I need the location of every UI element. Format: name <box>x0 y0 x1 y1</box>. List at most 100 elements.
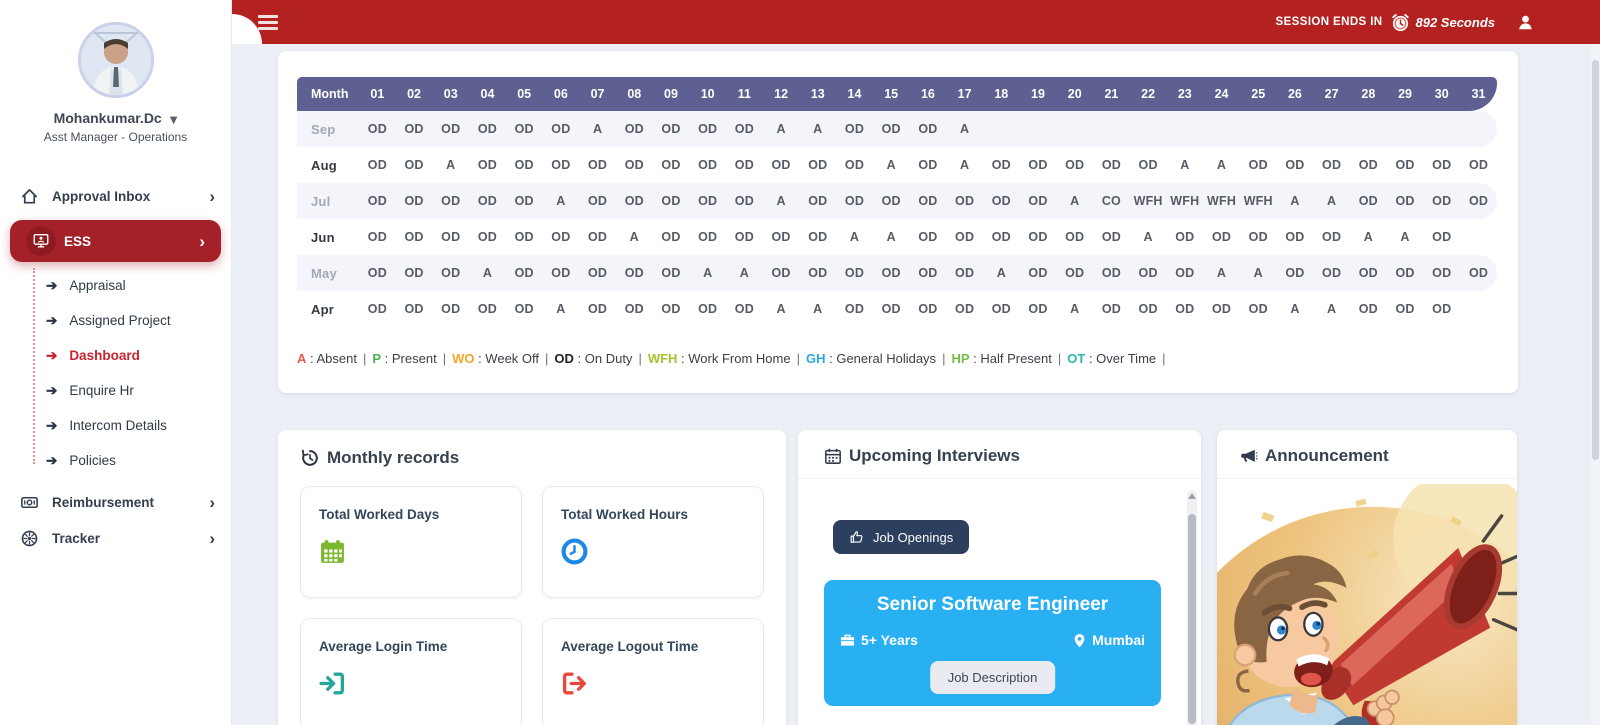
clock-blue-icon <box>561 538 745 570</box>
attendance-cell: OD <box>946 255 983 291</box>
attendance-cell: OD <box>505 255 543 291</box>
attendance-cell: OD <box>982 183 1020 219</box>
attendance-cell: OD <box>1019 255 1057 291</box>
month-label: Aug <box>311 157 337 173</box>
attendance-cell: OD <box>514 230 534 244</box>
attendance-cell: A <box>762 111 800 147</box>
attendance-cell: OD <box>1432 230 1452 244</box>
attendance-cell: A <box>886 230 896 244</box>
attendance-cell <box>1129 111 1167 147</box>
attendance-row: Sep OD OD OD OD OD OD A OD OD OD OD A A OD OD OD A <box>297 111 1497 147</box>
day-column-header: 14 <box>836 77 873 111</box>
panel-scrollbar-thumb[interactable] <box>1188 514 1196 724</box>
calendar-icon <box>824 447 842 465</box>
legend-item: WO : Week Off <box>452 351 540 366</box>
attendance-cell: OD <box>734 302 754 316</box>
arrow-right-icon: ➔ <box>46 452 58 468</box>
sidebar-subitem-appraisal[interactable]: ➔ Appraisal <box>0 268 231 303</box>
session-value: 892 Seconds <box>1415 14 1496 30</box>
attendance-cell: OD <box>1065 158 1085 172</box>
attendance-cell: A <box>982 255 1020 291</box>
panel-scrollbar[interactable] <box>1187 490 1197 725</box>
record-card-average-login-time: Average Login Time <box>300 618 522 725</box>
chevron-down-icon[interactable]: ▼ <box>169 115 178 126</box>
sidebar: Mohankumar.Dc ▼ Asst Manager - Operations… <box>0 0 232 725</box>
page-scrollbar-thumb[interactable] <box>1592 60 1599 460</box>
chevron-right-icon: › <box>209 528 215 548</box>
attendance-cell: OD <box>1349 255 1387 291</box>
job-location: Mumbai <box>1073 632 1145 648</box>
user-icon[interactable] <box>1517 14 1534 31</box>
attendance-cell: A <box>542 183 580 219</box>
attendance-cell: OD <box>799 255 837 291</box>
attendance-cell: OD <box>469 111 506 147</box>
sidebar-item-tracker[interactable]: Tracker › <box>0 520 231 556</box>
day-column-header: 08 <box>615 77 653 111</box>
attendance-cell: OD <box>579 183 616 219</box>
month-label: Apr <box>311 301 334 317</box>
attendance-row: Aug OD OD A OD OD OD OD OD OD OD OD OD OD OD A OD A OD OD OD… <box>297 147 1497 183</box>
attendance-cell: OD <box>661 158 681 172</box>
day-column-header: 06 <box>542 77 580 111</box>
attendance-cell: OD <box>698 158 718 172</box>
user-name[interactable]: Mohankumar.Dc ▼ <box>53 110 178 126</box>
attendance-cell: OD <box>1101 302 1121 316</box>
attendance-cell: A <box>1363 230 1373 244</box>
attendance-cell: OD <box>652 183 690 219</box>
page-scrollbar[interactable] <box>1591 44 1600 725</box>
day-column-header: 23 <box>1166 77 1204 111</box>
attendance-cell: OD <box>615 255 653 291</box>
attendance-cell <box>1019 111 1057 147</box>
day-column-header: 15 <box>872 77 910 111</box>
sidebar-subitem-policies[interactable]: ➔ Policies <box>0 443 231 478</box>
attendance-cell: OD <box>359 255 396 291</box>
attendance-cell: OD <box>1101 158 1121 172</box>
attendance-cell: OD <box>689 111 727 147</box>
attendance-cell: OD <box>808 230 828 244</box>
attendance-cell: OD <box>844 158 865 172</box>
month-label: May <box>297 255 359 291</box>
chevron-right-icon: › <box>199 231 205 251</box>
attendance-cell: OD <box>359 111 396 147</box>
day-column-header: 03 <box>432 77 470 111</box>
job-description-button[interactable]: Job Description <box>929 661 1056 694</box>
attendance-cell: OD <box>1028 158 1048 172</box>
sidebar-subitem-label: Appraisal <box>69 278 126 293</box>
attendance-cell: OD <box>441 302 461 316</box>
sidebar-subitem-enquire-hr[interactable]: ➔ Enquire Hr <box>0 373 231 408</box>
day-column-header: 01 <box>359 77 396 111</box>
attendance-card: Month 01 02 03 04 05 06 07 08 09 10 11 12 13 14 15 16 17… <box>278 51 1518 393</box>
sidebar-subitem-intercom-details[interactable]: ➔ Intercom Details <box>0 408 231 443</box>
attendance-cell: OD <box>624 158 644 172</box>
attendance-cell: CO <box>1093 183 1130 219</box>
hamburger-menu-icon[interactable] <box>258 12 278 33</box>
attendance-cell: OD <box>1276 255 1314 291</box>
attendance-cell: OD <box>661 302 681 316</box>
day-column-header: 26 <box>1276 77 1314 111</box>
legend-item: A : Absent <box>297 351 357 366</box>
scroll-up-arrow[interactable] <box>1188 493 1196 499</box>
attendance-cell: OD <box>432 255 470 291</box>
attendance-cell: OD <box>726 111 763 147</box>
attendance-cell: A <box>556 302 566 316</box>
attendance-cell: OD <box>881 302 901 316</box>
sidebar-item-ess[interactable]: ESS › <box>10 220 221 262</box>
sidebar-item-reimbursement[interactable]: Reimbursement › <box>0 484 231 520</box>
attendance-cell: OD <box>1211 302 1232 316</box>
job-openings-button[interactable]: Job Openings <box>833 520 970 554</box>
sidebar-subitem-label: Dashboard <box>69 348 140 363</box>
job-experience: 5+ Years <box>840 632 918 648</box>
attendance-cell: OD <box>432 111 470 147</box>
sidebar-subitem-assigned-project[interactable]: ➔ Assigned Project <box>0 303 231 338</box>
thumbs-up-icon <box>850 531 863 543</box>
sidebar-item-approval-inbox[interactable]: Approval Inbox › <box>0 178 231 214</box>
attendance-cell: A <box>629 230 639 244</box>
ess-submenu: ➔ Appraisal ➔ Assigned Project ➔ Dashboard ➔ En… <box>0 268 231 478</box>
announcement-panel: Announcement <box>1217 430 1517 725</box>
legend-item: OD : On Duty <box>554 351 633 366</box>
sidebar-subitem-dashboard[interactable]: ➔ Dashboard <box>0 338 231 373</box>
calendar-green-icon <box>319 538 503 570</box>
attendance-cell: A <box>1070 302 1080 316</box>
attendance-cell: OD <box>1386 183 1424 219</box>
attendance-cell: OD <box>698 230 718 244</box>
